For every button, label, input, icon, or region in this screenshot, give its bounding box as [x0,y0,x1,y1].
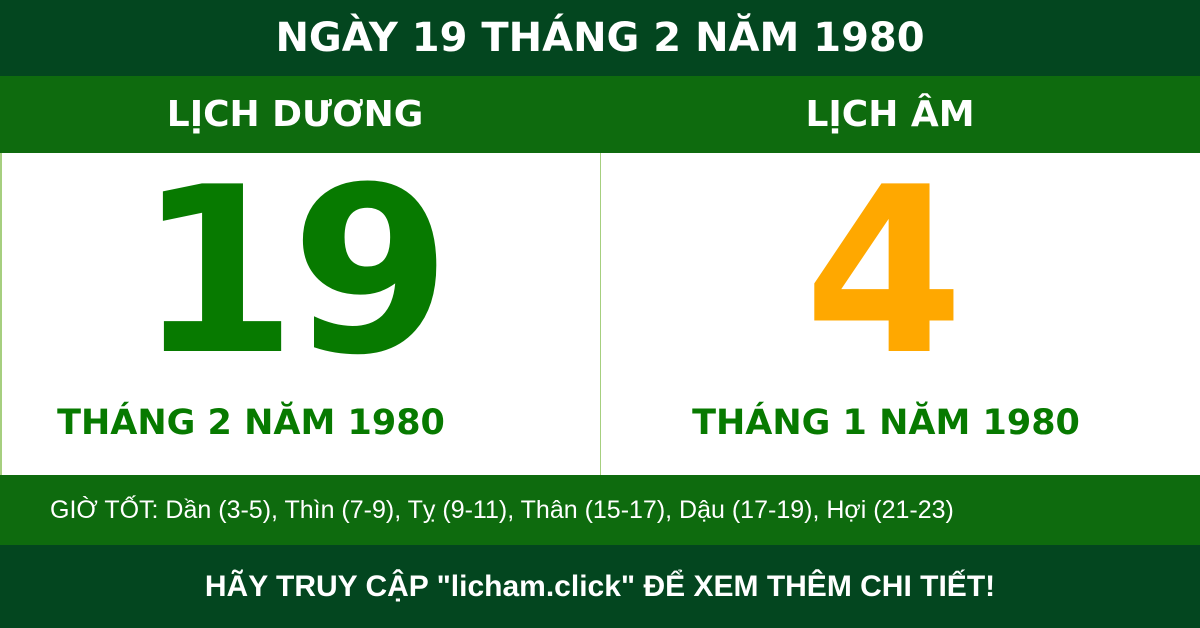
footer-cta: HÃY TRUY CẬP "licham.click" ĐỂ XEM THÊM … [0,545,1200,628]
page-title: NGÀY 19 THÁNG 2 NĂM 1980 [0,0,1200,76]
solar-month-year: THÁNG 2 NĂM 1980 [57,403,445,443]
lunar-calendar-label: LỊCH ÂM [805,94,975,135]
lunar-day: 4 [803,139,964,406]
calendar-body: 19 THÁNG 2 NĂM 1980 4 THÁNG 1 NĂM 1980 [0,153,1200,475]
solar-column: 19 THÁNG 2 NĂM 1980 [0,153,600,475]
solar-calendar-label: LỊCH DƯƠNG [166,94,424,135]
lunar-month-year: THÁNG 1 NĂM 1980 [692,403,1080,443]
lunar-column: 4 THÁNG 1 NĂM 1980 [600,153,1200,475]
calendar-headers: LỊCH DƯƠNG LỊCH ÂM [0,76,1200,153]
good-hours: GIỜ TỐT: Dần (3-5), Thìn (7-9), Tỵ (9-11… [0,475,1200,545]
solar-day: 19 [136,139,451,406]
